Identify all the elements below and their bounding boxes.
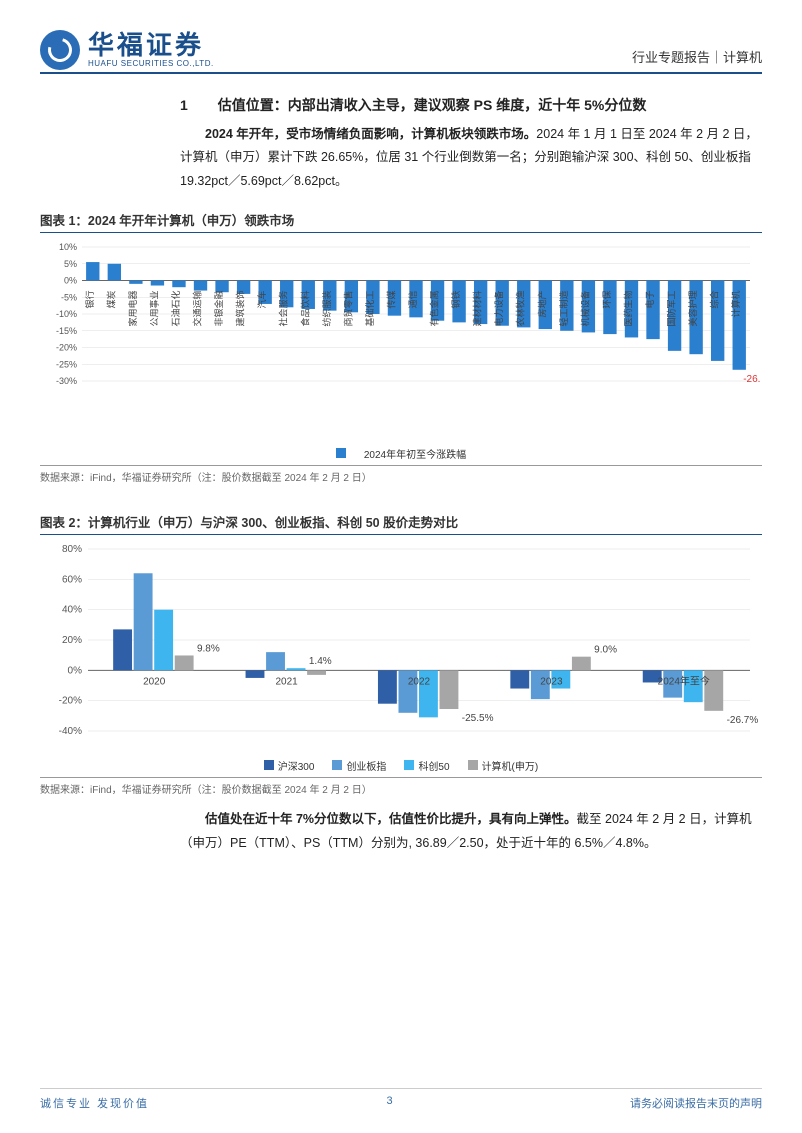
svg-text:农林牧渔: 农林牧渔 — [515, 290, 526, 326]
legend-label: 科创50 — [418, 758, 449, 773]
svg-text:电力设备: 电力设备 — [493, 290, 504, 326]
svg-text:银行: 银行 — [84, 290, 95, 308]
legend-swatch — [404, 760, 414, 770]
page-footer: 诚信专业 发现价值 3 请务必阅读报告末页的声明 — [40, 1088, 762, 1111]
svg-text:煤炭: 煤炭 — [105, 290, 116, 308]
legend-swatch — [264, 760, 274, 770]
svg-text:-20%: -20% — [56, 342, 77, 352]
svg-text:2023: 2023 — [540, 676, 563, 687]
fig1-legend: 2024年年初至今涨跌幅 — [40, 446, 762, 461]
fig2-legend: 沪深300 创业板指 科创50 计算机(申万) — [40, 758, 762, 773]
legend-label: 沪深300 — [278, 758, 315, 773]
svg-text:纺织服装: 纺织服装 — [321, 290, 332, 326]
svg-text:传媒: 传媒 — [385, 290, 396, 308]
svg-text:基础化工: 基础化工 — [364, 290, 375, 326]
logo-en: HUAFU SECURITIES CO.,LTD. — [88, 60, 214, 68]
paragraph-2: 估值处在近十年 7%分位数以下，估值性价比提升，具有向上弹性。截至 2024 年… — [180, 808, 762, 856]
svg-text:1.4%: 1.4% — [309, 656, 332, 667]
para2-bold: 估值处在近十年 7%分位数以下，估值性价比提升，具有向上弹性。 — [205, 812, 577, 826]
svg-text:60%: 60% — [62, 574, 82, 585]
paragraph-1: 2024 年开年，受市场情绪负面影响，计算机板块领跌市场。2024 年 1 月 … — [180, 123, 762, 194]
svg-text:食品饮料: 食品饮料 — [299, 290, 310, 326]
svg-text:建材材料: 建材材料 — [472, 290, 483, 326]
svg-text:家用电器: 家用电器 — [127, 290, 138, 326]
page-header: 华福证券 HUAFU SECURITIES CO.,LTD. 行业专题报告｜计算… — [40, 30, 762, 74]
svg-text:轻工制造: 轻工制造 — [558, 290, 569, 326]
svg-text:5%: 5% — [64, 259, 77, 269]
fig2-chart: -40% -20% 0% 20% 40% 60% 80% 2020 2021 2022 2023 20… — [40, 541, 762, 773]
svg-text:-25%: -25% — [56, 359, 77, 369]
svg-text:-5%: -5% — [61, 292, 77, 302]
logo-cn: 华福证券 — [88, 32, 214, 58]
svg-text:石油石化: 石油石化 — [170, 290, 181, 326]
svg-text:-26.7%: -26.7% — [727, 715, 759, 726]
svg-text:有色金属: 有色金属 — [429, 290, 440, 326]
svg-text:汽车: 汽车 — [256, 290, 267, 308]
svg-text:环保: 环保 — [601, 290, 612, 308]
svg-text:社会服务: 社会服务 — [278, 290, 289, 326]
svg-text:-26.65%: -26.65% — [743, 374, 760, 385]
svg-text:2024年至今: 2024年至今 — [658, 674, 710, 687]
svg-text:通信: 通信 — [407, 290, 418, 308]
fig1-title: 图表 1：2024 年开年计算机（申万）领跌市场 — [40, 210, 762, 233]
svg-text:-25.5%: -25.5% — [462, 713, 494, 724]
svg-text:9.0%: 9.0% — [594, 645, 617, 656]
legend-label: 创业板指 — [346, 758, 386, 773]
svg-text:40%: 40% — [62, 605, 82, 616]
section-title: 估值位置：内部出清收入主导，建议观察 PS 维度，近十年 5%分位数 — [218, 92, 647, 119]
svg-text:2021: 2021 — [275, 676, 298, 687]
logo: 华福证券 HUAFU SECURITIES CO.,LTD. — [40, 30, 214, 70]
svg-text:0%: 0% — [64, 275, 77, 285]
svg-text:房地产: 房地产 — [536, 290, 547, 317]
svg-text:机械设备: 机械设备 — [579, 290, 590, 326]
svg-text:公用事业: 公用事业 — [148, 290, 159, 326]
svg-text:-30%: -30% — [56, 376, 77, 386]
section-heading: 1 估值位置：内部出清收入主导，建议观察 PS 维度，近十年 5%分位数 202… — [180, 92, 762, 194]
header-right: 行业专题报告｜计算机 — [632, 47, 762, 70]
svg-text:美容护理: 美容护理 — [687, 290, 698, 326]
svg-text:0%: 0% — [68, 665, 83, 676]
footer-right: 请务必阅读报告末页的声明 — [630, 1095, 762, 1111]
para1-bold: 2024 年开年，受市场情绪负面影响，计算机板块领跌市场。 — [205, 127, 536, 141]
svg-text:2022: 2022 — [408, 676, 431, 687]
fig1-legend-text: 2024年年初至今涨跌幅 — [364, 446, 466, 461]
svg-text:80%: 80% — [62, 544, 82, 555]
svg-text:建筑装饰: 建筑装饰 — [235, 290, 246, 326]
svg-text:电子: 电子 — [644, 290, 655, 308]
legend-swatch — [468, 760, 478, 770]
svg-text:-40%: -40% — [59, 726, 82, 737]
fig1-chart: -30% -25% -20% -15% -10% -5% 0% 5% 10% 银行煤炭家用电器公用… — [40, 239, 762, 461]
logo-icon — [40, 30, 80, 70]
svg-text:综合: 综合 — [709, 290, 720, 308]
svg-text:商贸零售: 商贸零售 — [342, 290, 353, 326]
footer-left: 诚信专业 发现价值 — [40, 1095, 149, 1111]
legend-label: 计算机(申万) — [482, 758, 539, 773]
svg-text:20%: 20% — [62, 635, 82, 646]
svg-text:医药生物: 医药生物 — [622, 290, 633, 326]
svg-text:交通运输: 交通运输 — [192, 290, 203, 326]
svg-text:9.8%: 9.8% — [197, 643, 220, 654]
svg-text:非银金融: 非银金融 — [213, 290, 224, 326]
svg-text:-20%: -20% — [59, 696, 82, 707]
svg-text:2020: 2020 — [143, 676, 166, 687]
fig2-title: 图表 2：计算机行业（申万）与沪深 300、创业板指、科创 50 股价走势对比 — [40, 512, 762, 535]
svg-text:-15%: -15% — [56, 326, 77, 336]
legend-swatch — [332, 760, 342, 770]
svg-text:计算机: 计算机 — [730, 290, 741, 317]
fig1-source: 数据来源：iFind，华福证券研究所（注：股价数据截至 2024 年 2 月 2… — [40, 465, 762, 484]
svg-text:10%: 10% — [59, 242, 77, 252]
footer-page: 3 — [386, 1095, 392, 1111]
svg-text:-10%: -10% — [56, 309, 77, 319]
svg-text:钢铁: 钢铁 — [450, 290, 461, 308]
fig2-source: 数据来源：iFind，华福证券研究所（注：股价数据截至 2024 年 2 月 2… — [40, 777, 762, 796]
svg-text:国防军工: 国防军工 — [666, 290, 677, 326]
legend-swatch — [336, 448, 346, 458]
section-number: 1 — [180, 92, 188, 119]
